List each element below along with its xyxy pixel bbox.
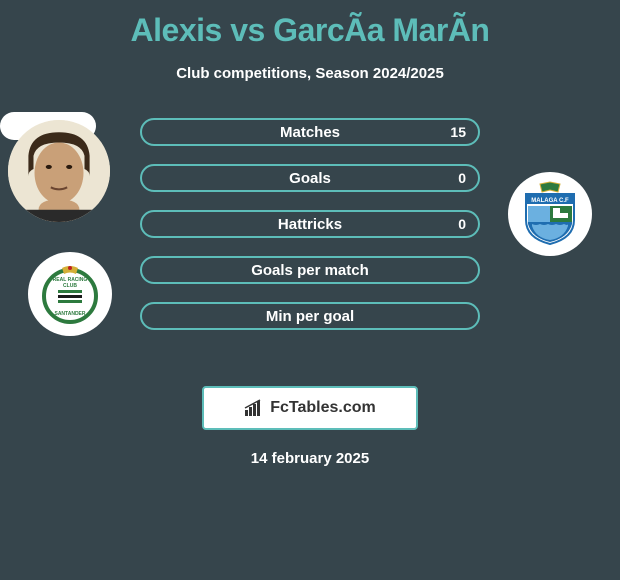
stat-label: Hattricks (278, 216, 342, 233)
stat-label: Goals per match (251, 262, 369, 279)
branding-logo: FcTables.com (244, 399, 376, 417)
stat-row-hattricks: Hattricks 0 (140, 210, 480, 238)
brand-suffix: Tables.com (289, 399, 376, 416)
stat-left-value: 15 (450, 124, 466, 140)
stat-left-value: 0 (458, 170, 466, 186)
comparison-area: REAL RACING CLUB SANTANDER MALAGA C.F Ma… (0, 112, 620, 382)
page-title: Alexis vs GarcÃ­a MarÃ­n (0, 0, 620, 49)
svg-text:MALAGA C.F: MALAGA C.F (531, 198, 569, 204)
stat-label: Goals (289, 170, 331, 187)
malaga-crest-icon: MALAGA C.F (516, 180, 584, 248)
stat-row-min-per-goal: Min per goal (140, 302, 480, 330)
stats-column: Matches 15 Goals 0 Hattricks 0 Goals per… (140, 118, 480, 348)
stat-label: Matches (280, 124, 340, 141)
racing-santander-crest-icon: REAL RACING CLUB SANTANDER (40, 264, 100, 324)
player-face-icon (8, 120, 110, 222)
subtitle: Club competitions, Season 2024/2025 (0, 65, 620, 82)
brand-prefix: Fc (270, 399, 289, 416)
svg-text:CLUB: CLUB (63, 283, 77, 289)
stat-label: Min per goal (266, 308, 354, 325)
chart-icon (244, 399, 266, 417)
stat-row-goals: Goals 0 (140, 164, 480, 192)
player-left-photo (8, 120, 110, 222)
date-text: 14 february 2025 (0, 450, 620, 467)
stat-left-value: 0 (458, 216, 466, 232)
club-right-badge: MALAGA C.F (508, 172, 592, 256)
svg-text:SANTANDER: SANTANDER (54, 311, 85, 317)
stat-row-goals-per-match: Goals per match (140, 256, 480, 284)
stat-row-matches: Matches 15 (140, 118, 480, 146)
branding-box: FcTables.com (202, 386, 418, 430)
club-left-badge: REAL RACING CLUB SANTANDER (28, 252, 112, 336)
